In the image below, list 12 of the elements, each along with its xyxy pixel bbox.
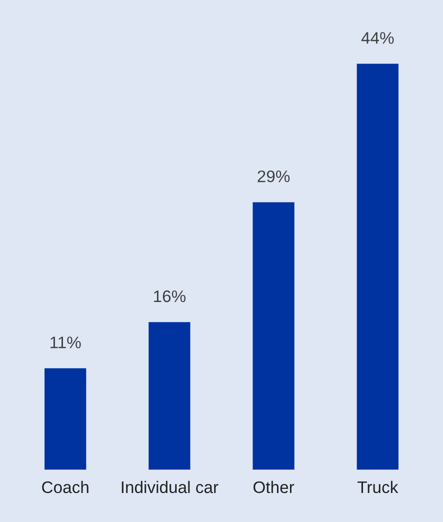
x-tick-label: Other: [254, 480, 294, 494]
bar: [252, 202, 294, 470]
data-label: 11%: [50, 336, 81, 348]
data-label: 44%: [361, 32, 394, 44]
x-tick-label: Individual car: [122, 480, 218, 494]
bar: [356, 64, 398, 470]
x-tick-label: Coach: [42, 480, 88, 494]
data-label: 16%: [154, 290, 186, 302]
bar: [148, 322, 190, 470]
bar: [44, 368, 86, 470]
x-tick-label: Truck: [358, 480, 398, 494]
data-label: 29%: [258, 170, 290, 182]
